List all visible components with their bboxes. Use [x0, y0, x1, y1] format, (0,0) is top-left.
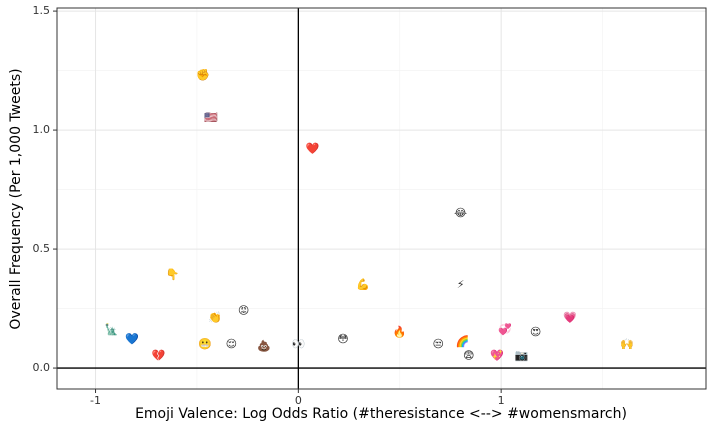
panel-border — [56, 7, 707, 390]
emoji-point: 😌 — [226, 337, 237, 350]
emoji-point: 💩 — [257, 340, 271, 353]
y-tick-label: 0.5 — [33, 242, 51, 255]
y-tick-label: 1.0 — [33, 123, 51, 136]
emoji-point: 👏 — [208, 311, 222, 324]
emoji-point: 👀 — [291, 337, 305, 350]
emoji-point: 😒 — [433, 337, 444, 350]
emoji-point: 😍 — [530, 325, 541, 338]
emoji-point: 🇺🇸 — [204, 111, 218, 124]
emoji-point: 💙 — [125, 333, 139, 346]
emoji-point: 🌈 — [456, 334, 470, 348]
y-axis-label: Overall Frequency (Per 1,000 Tweets) — [8, 68, 24, 329]
emoji-point: 😂 — [454, 206, 467, 219]
emoji-point: ⚡ — [457, 278, 465, 291]
emoji-point: 💗 — [563, 311, 577, 324]
emoji-point: ✊ — [196, 68, 210, 81]
emoji-point: 😡 — [238, 304, 249, 317]
emoji-point: 🙌 — [620, 337, 634, 350]
emoji-point: 💔 — [152, 349, 166, 362]
emoji-point: 💖 — [490, 349, 504, 362]
emoji-point: 🗽 — [105, 322, 119, 336]
emoji-point: 😳 — [337, 333, 348, 346]
emoji-point: 😨 — [463, 349, 474, 362]
emoji-point: 👇 — [166, 268, 180, 281]
emoji-point: 💪 — [356, 278, 370, 291]
x-tick-label: 1 — [498, 394, 505, 407]
emoji-point: 🔥 — [393, 325, 407, 338]
y-tick-label: 0.0 — [33, 361, 51, 374]
emoji-point: ❤️ — [306, 142, 320, 155]
x-tick-label: -1 — [90, 394, 101, 407]
x-axis-label: Emoji Valence: Log Odds Ratio (#theresis… — [135, 406, 627, 422]
emoji-point: 💞 — [498, 323, 512, 336]
y-tick-label: 1.5 — [33, 4, 51, 17]
emoji-point: 😬 — [198, 337, 212, 350]
x-tick-label: 0 — [295, 394, 302, 407]
emoji-point: 📷 — [515, 349, 529, 362]
